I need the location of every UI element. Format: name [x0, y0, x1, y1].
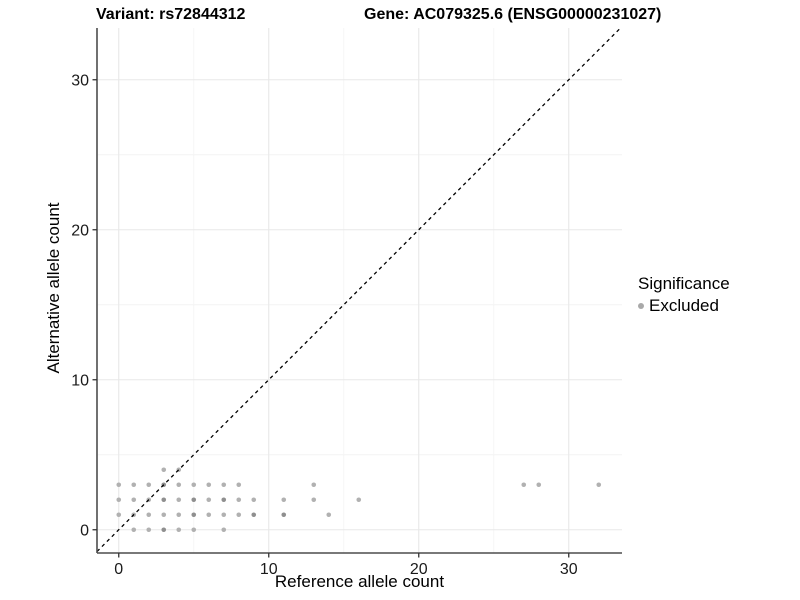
data-point	[116, 497, 122, 503]
y-axis-title: Alternative allele count	[44, 202, 63, 374]
data-point	[146, 482, 152, 488]
data-point	[191, 512, 197, 518]
data-point	[251, 497, 257, 503]
legend-title: Significance	[638, 274, 730, 293]
data-point	[131, 527, 137, 533]
data-point	[191, 527, 197, 533]
data-point	[131, 497, 137, 503]
legend-point-icon	[638, 303, 644, 309]
data-point	[191, 482, 197, 488]
data-point	[146, 527, 152, 533]
data-point	[221, 512, 227, 518]
data-point	[356, 497, 362, 503]
data-point	[116, 512, 122, 518]
data-point	[281, 497, 287, 503]
data-point	[236, 482, 242, 488]
identity-line	[97, 28, 622, 552]
x-tick-label: 0	[114, 561, 123, 578]
data-point	[161, 497, 167, 503]
x-tick-label: 20	[410, 561, 428, 578]
x-tick-label: 10	[260, 561, 278, 578]
plot-title-variant: Variant: rs72844312	[96, 6, 246, 23]
data-point	[161, 467, 167, 473]
data-point	[176, 497, 182, 503]
legend-item-excluded: Excluded	[638, 296, 730, 316]
series-excluded	[116, 467, 602, 533]
data-point	[221, 482, 227, 488]
data-point	[311, 497, 317, 503]
data-point	[236, 497, 242, 503]
data-point	[206, 482, 212, 488]
data-point	[176, 512, 182, 518]
y-tick-label: 20	[71, 222, 89, 239]
data-point	[221, 527, 227, 533]
legend-item-label: Excluded	[649, 296, 719, 315]
data-point	[311, 482, 317, 488]
data-point	[191, 497, 197, 503]
y-tick-label: 10	[71, 372, 89, 389]
data-point	[281, 512, 287, 518]
data-point	[176, 482, 182, 488]
data-point	[206, 497, 212, 503]
data-point	[176, 527, 182, 533]
data-point	[161, 527, 167, 533]
data-point	[161, 512, 167, 518]
y-tick-label: 0	[80, 522, 89, 539]
plot-title-gene: Gene: AC079325.6 (ENSG00000231027)	[364, 6, 662, 23]
data-point	[521, 482, 527, 488]
y-tick-label: 30	[71, 72, 89, 89]
x-axis-title: Reference allele count	[274, 572, 445, 591]
data-point	[146, 512, 152, 518]
data-point	[251, 512, 257, 518]
x-tick-label: 30	[560, 561, 578, 578]
legend: Significance Excluded	[638, 274, 730, 316]
data-point	[326, 512, 332, 518]
data-point	[116, 482, 122, 488]
data-point	[596, 482, 602, 488]
data-point	[536, 482, 542, 488]
data-point	[236, 512, 242, 518]
data-point	[131, 482, 137, 488]
data-point	[221, 497, 227, 503]
data-point	[206, 512, 212, 518]
